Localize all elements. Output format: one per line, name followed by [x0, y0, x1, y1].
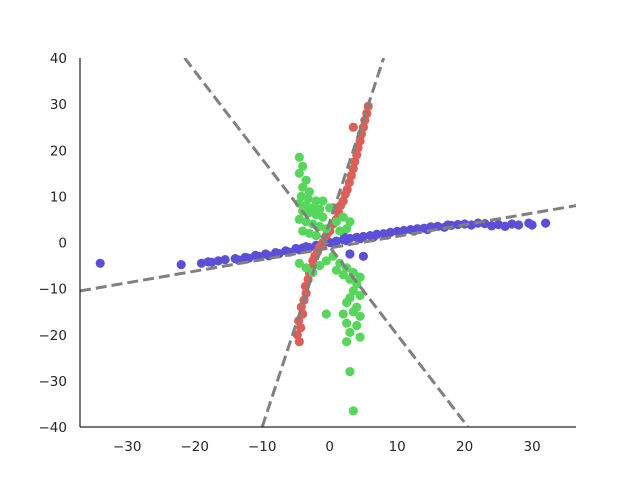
data-point: [348, 164, 358, 174]
data-point: [345, 367, 355, 377]
data-point: [385, 227, 395, 237]
data-point: [294, 337, 304, 347]
data-point: [301, 175, 311, 185]
y-tick-label: 0: [58, 236, 67, 252]
data-point: [355, 311, 365, 321]
data-point: [372, 229, 382, 239]
data-point: [350, 157, 360, 167]
data-point: [345, 249, 355, 259]
data-point: [345, 217, 355, 227]
data-point: [342, 297, 352, 308]
data-point: [296, 323, 306, 333]
data-point: [304, 187, 314, 197]
data-point: [294, 152, 304, 162]
data-point: [342, 184, 352, 195]
data-point: [301, 263, 311, 273]
data-point: [338, 212, 348, 222]
data-point: [348, 122, 358, 132]
data-point: [213, 256, 223, 266]
data-point: [527, 220, 537, 230]
x-tick-label: −20: [180, 439, 209, 455]
x-tick-label: 10: [389, 439, 406, 455]
data-point: [311, 196, 321, 206]
data-point: [352, 320, 362, 331]
data-point: [358, 251, 368, 261]
y-tick-label: 10: [50, 189, 67, 205]
y-tick-label: 40: [50, 51, 67, 67]
data-point: [335, 226, 345, 236]
data-point: [220, 255, 230, 265]
data-point: [315, 261, 325, 271]
data-point: [338, 309, 348, 319]
data-point: [294, 168, 304, 178]
y-tick-label: −30: [39, 374, 68, 390]
data-point: [541, 218, 551, 228]
data-point: [345, 327, 355, 337]
data-point: [321, 309, 331, 319]
data-point: [331, 217, 341, 227]
data-point: [301, 288, 311, 298]
data-point: [321, 256, 331, 266]
data-point: [176, 260, 186, 270]
data-point: [355, 136, 365, 146]
data-point: [298, 182, 308, 192]
data-point: [514, 220, 524, 230]
data-point: [95, 258, 105, 268]
data-point: [318, 212, 328, 222]
data-point: [346, 171, 356, 181]
dashed-reference-line-1: [260, 58, 386, 427]
dashed-reference-line-2: [183, 58, 470, 427]
data-point: [352, 279, 362, 289]
data-point: [311, 231, 321, 241]
data-point: [331, 265, 341, 275]
data-point: [345, 233, 355, 243]
data-point: [355, 290, 365, 301]
y-tick-label: 20: [50, 143, 67, 159]
y-tick-label: −40: [39, 420, 68, 436]
data-point: [342, 337, 352, 347]
data-point: [342, 318, 352, 328]
x-tick-label: 0: [325, 439, 334, 455]
data-point: [358, 231, 368, 242]
x-tick-label: 30: [524, 439, 541, 455]
data-point: [348, 307, 358, 317]
data-point: [355, 272, 365, 282]
data-point: [292, 330, 302, 340]
data-point: [348, 286, 358, 296]
data-point: [318, 196, 328, 206]
x-tick-label: −30: [113, 439, 142, 455]
data-point: [399, 225, 409, 236]
x-tick-label: −10: [248, 439, 277, 455]
data-point: [298, 161, 308, 171]
data-point: [352, 150, 362, 160]
dashed-reference-line-0: [80, 204, 576, 293]
x-tick-label: 20: [456, 439, 473, 455]
data-point: [338, 270, 348, 280]
y-tick-label: −20: [39, 328, 68, 344]
data-point: [344, 177, 354, 188]
y-tick-label: −10: [39, 282, 68, 298]
data-point: [303, 194, 313, 204]
data-point: [338, 196, 348, 206]
data-point: [348, 406, 358, 416]
series-0: [95, 218, 551, 270]
data-point: [294, 258, 304, 268]
y-tick-label: 30: [50, 97, 67, 113]
y-axis-ticks: −40 −30 −20 −10 0 10 20 30 40: [39, 51, 68, 436]
series-2: [294, 152, 365, 416]
x-axis-ticks: −30 −20 −10 0 10 20 30: [113, 439, 541, 455]
data-point: [355, 332, 365, 342]
